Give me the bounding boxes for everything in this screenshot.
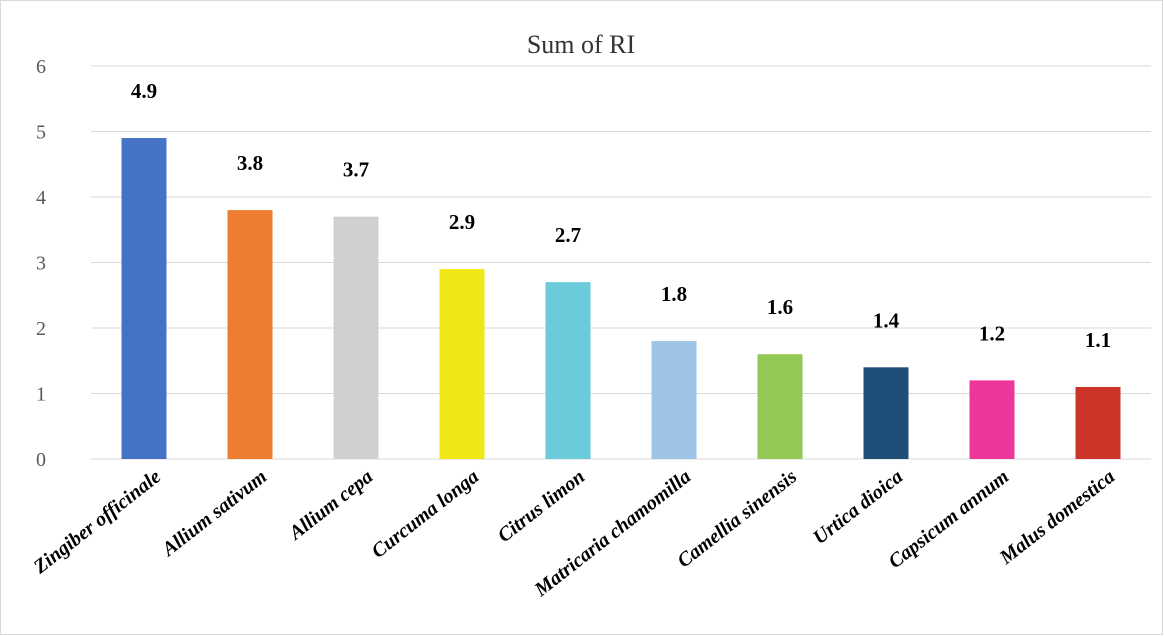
bar xyxy=(227,210,273,459)
data-label: 3.8 xyxy=(237,151,263,175)
y-tick-label: 2 xyxy=(36,318,46,340)
data-label: 1.8 xyxy=(661,282,687,306)
data-label: 2.9 xyxy=(449,210,475,234)
y-axis-ticks: 0 1 2 3 4 5 6 xyxy=(36,56,46,471)
bar xyxy=(1075,386,1121,459)
y-tick-label: 3 xyxy=(36,253,46,275)
chart-title: Sum of RI xyxy=(527,30,635,59)
y-tick-label: 1 xyxy=(36,384,46,406)
data-label: 3.7 xyxy=(343,158,369,182)
x-tick-label: Malus domestica xyxy=(995,466,1119,570)
y-tick-label: 0 xyxy=(36,449,46,471)
bar xyxy=(969,380,1015,459)
bar xyxy=(121,138,167,460)
y-tick-label: 4 xyxy=(36,187,46,209)
bar xyxy=(651,341,697,459)
data-label: 2.7 xyxy=(555,223,581,247)
bar xyxy=(439,269,485,459)
data-label: 1.4 xyxy=(873,308,900,332)
x-tick-label: Zingiber officinale xyxy=(29,466,165,579)
x-tick-label: Allium sativum xyxy=(157,466,272,562)
bar xyxy=(757,354,803,459)
data-label: 1.2 xyxy=(979,321,1005,345)
bar xyxy=(545,282,591,459)
x-tick-label: Allium cepa xyxy=(284,466,377,546)
data-labels: 4.9 3.8 3.7 2.9 2.7 1.8 1.6 1.4 1.2 1.1 xyxy=(131,79,1111,352)
bars xyxy=(121,138,1121,460)
x-tick-label: Curcuma longa xyxy=(367,466,483,563)
data-label: 1.1 xyxy=(1085,328,1111,352)
y-tick-label: 5 xyxy=(36,122,46,144)
data-label: 1.6 xyxy=(767,295,793,319)
y-tick-label: 6 xyxy=(36,56,46,78)
x-tick-label: Urtica dioica xyxy=(809,466,907,549)
data-label: 4.9 xyxy=(131,79,157,103)
bar xyxy=(333,216,379,459)
bar xyxy=(863,367,909,459)
x-tick-label: Citrus limon xyxy=(494,466,589,547)
